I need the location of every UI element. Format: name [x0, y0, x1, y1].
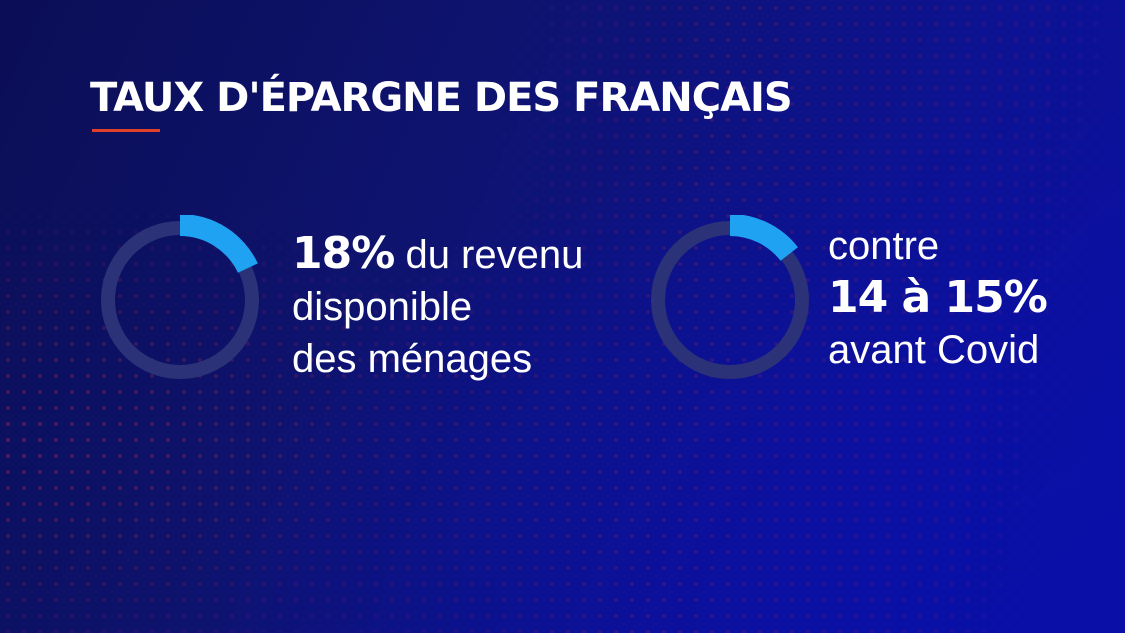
- donut-chart-savings-rate: [101, 215, 259, 379]
- donut-segment-value: [730, 215, 798, 261]
- title-underline: [92, 129, 160, 132]
- stat-line-3: avant Covid: [828, 328, 1040, 372]
- stat-line-1-rest: du revenu: [394, 233, 584, 277]
- stat-line-3: des ménages: [292, 337, 533, 381]
- stat-block-pre-covid: contre 14 à 15% avant Covid: [828, 220, 1048, 376]
- donut-segment-value: [180, 215, 258, 273]
- stat-block-current: 18% du revenu disponible des ménages: [292, 228, 583, 385]
- stat-line-1: contre: [828, 224, 940, 268]
- stat-highlight-value: 18%: [292, 228, 395, 279]
- stat-line-2: disponible: [292, 285, 473, 329]
- page-title: TAUX D'ÉPARGNE DES FRANÇAIS: [90, 75, 793, 121]
- stat-highlight-value: 14 à 15%: [828, 272, 1048, 323]
- stat-line-1: 18% du revenu: [292, 228, 583, 281]
- donut-chart-pre-covid-rate: [651, 215, 809, 379]
